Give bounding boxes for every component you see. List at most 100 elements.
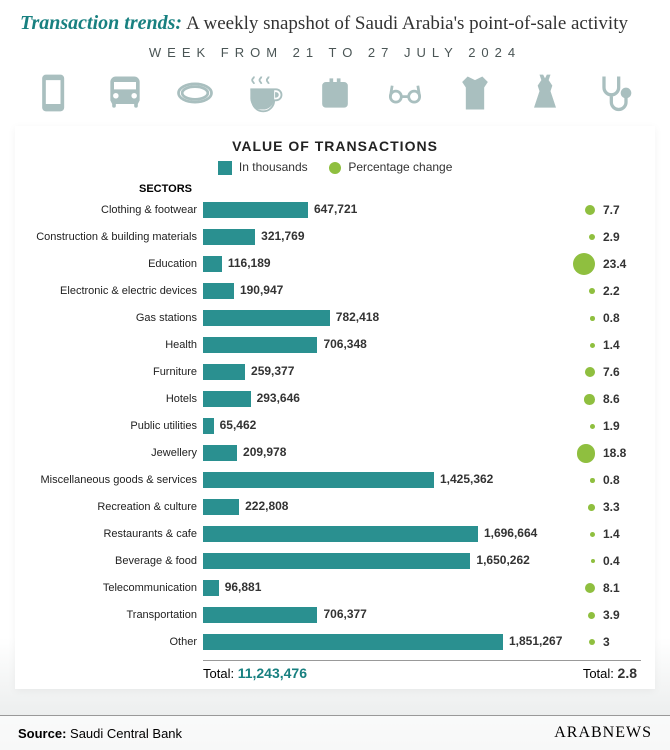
luggage-icon xyxy=(313,71,357,115)
row-pct-value: 2.9 xyxy=(603,230,633,244)
chart-row: Miscellaneous goods & services1,425,3620… xyxy=(29,467,641,494)
legend-bar-swatch xyxy=(218,161,232,175)
chart-row: Gas stations782,4180.8 xyxy=(29,305,641,332)
row-label: Other xyxy=(29,636,203,648)
chart-row: Health706,3481.4 xyxy=(29,332,641,359)
row-value: 293,646 xyxy=(257,391,300,405)
row-pct-dot xyxy=(590,532,595,537)
chart-title: VALUE OF TRANSACTIONS xyxy=(29,138,641,160)
row-pct-dot xyxy=(590,424,595,429)
row-pct-area: 2.2 xyxy=(533,284,633,298)
row-label: Public utilities xyxy=(29,420,203,432)
row-bar-area: 706,377 xyxy=(203,605,533,625)
row-pct-area: 1.4 xyxy=(533,338,633,352)
chart-legend: In thousands Percentage change xyxy=(29,160,641,183)
chart-row: Transportation706,3773.9 xyxy=(29,602,641,629)
row-value: 116,189 xyxy=(228,256,271,270)
row-pct-dot xyxy=(585,583,595,593)
row-bar xyxy=(203,418,214,434)
row-bar-area: 209,978 xyxy=(203,443,533,463)
title-bar: Transaction trends: A weekly snapshot of… xyxy=(0,0,670,39)
row-bar xyxy=(203,310,330,326)
row-pct-dot xyxy=(590,343,595,348)
row-value: 65,462 xyxy=(220,418,257,432)
row-pct-value: 1.4 xyxy=(603,338,633,352)
row-pct-area: 3.9 xyxy=(533,608,633,622)
row-pct-area: 1.9 xyxy=(533,419,633,433)
row-bar xyxy=(203,202,308,218)
chart-row: Recreation & culture222,8083.3 xyxy=(29,494,641,521)
category-icon-strip xyxy=(0,68,670,118)
row-pct-value: 18.8 xyxy=(603,446,633,460)
row-pct-dot xyxy=(585,367,595,377)
row-pct-dot xyxy=(589,639,595,645)
row-value: 1,650,262 xyxy=(476,553,529,567)
row-pct-value: 3.9 xyxy=(603,608,633,622)
row-bar-area: 1,425,362 xyxy=(203,470,533,490)
row-pct-value: 0.8 xyxy=(603,311,633,325)
row-bar-area: 116,189 xyxy=(203,254,533,274)
sectors-heading: SECTORS xyxy=(29,183,641,197)
row-pct-area: 7.7 xyxy=(533,203,633,217)
row-pct-value: 3.3 xyxy=(603,500,633,514)
total-pct: Total: 2.8 xyxy=(533,665,641,681)
infographic-container: Transaction trends: A weekly snapshot of… xyxy=(0,0,670,750)
chart-rows: Clothing & footwear647,7217.7Constructio… xyxy=(29,197,641,656)
row-value: 321,769 xyxy=(261,229,304,243)
coffee-cup-icon xyxy=(243,71,287,115)
row-pct-dot xyxy=(585,205,595,215)
chart-row: Jewellery209,978 18.8 xyxy=(29,440,641,467)
row-pct-dot xyxy=(588,504,595,511)
row-value: 259,377 xyxy=(251,364,294,378)
chart-card: VALUE OF TRANSACTIONS In thousands Perce… xyxy=(15,126,655,689)
row-pct-dot xyxy=(590,478,595,483)
row-value: 190,947 xyxy=(240,283,283,297)
row-bar-area: 259,377 xyxy=(203,362,533,382)
row-pct-area: 1.4 xyxy=(533,527,633,541)
row-bar xyxy=(203,580,219,596)
chart-row: Beverage & food 1,650,262 0.4 xyxy=(29,548,641,575)
row-label: Jewellery xyxy=(29,447,203,459)
chart-row: Restaurants & cafe1,696,6641.4 xyxy=(29,521,641,548)
total-value: Total: 11,243,476 xyxy=(203,665,533,681)
row-bar xyxy=(203,553,470,569)
row-value: 1,851,267 xyxy=(509,634,562,648)
row-pct-value: 2.2 xyxy=(603,284,633,298)
row-bar-area: 1,650,262 xyxy=(203,551,533,571)
row-pct-area: 0.8 xyxy=(533,311,633,325)
chart-row: Education116,18923.4 xyxy=(29,251,641,278)
row-value: 647,721 xyxy=(314,202,357,216)
row-pct-dot xyxy=(573,253,595,275)
row-pct-dot xyxy=(584,394,595,405)
row-pct-area: 2.9 xyxy=(533,230,633,244)
row-bar-area: 647,721 xyxy=(203,200,533,220)
row-bar-area: 293,646 xyxy=(203,389,533,409)
row-pct-dot xyxy=(590,316,595,321)
row-label: Beverage & food xyxy=(29,555,203,567)
chart-row: Telecommunication96,8818.1 xyxy=(29,575,641,602)
row-pct-dot xyxy=(589,234,595,240)
chart-row: Furniture259,3777.6 xyxy=(29,359,641,386)
row-pct-value: 0.8 xyxy=(603,473,633,487)
row-label: Telecommunication xyxy=(29,582,203,594)
row-bar xyxy=(203,256,222,272)
week-range: WEEK FROM 21 TO 27 JULY 2024 xyxy=(0,39,670,68)
row-bar-area: 1,696,664 xyxy=(203,524,533,544)
row-pct-dot xyxy=(588,612,595,619)
row-label: Hotels xyxy=(29,393,203,405)
chart-row: Public utilities 65,462 1.9 xyxy=(29,413,641,440)
chart-row: Electronic & electric devices190,9472.2 xyxy=(29,278,641,305)
row-bar-area: 222,808 xyxy=(203,497,533,517)
row-pct-area: 0.4 xyxy=(533,554,633,568)
row-label: Health xyxy=(29,339,203,351)
title-rest: A weekly snapshot of Saudi Arabia's poin… xyxy=(186,13,628,34)
totals-row: Total: 11,243,476 Total: 2.8 xyxy=(203,660,641,681)
legend-dot-label: Percentage change xyxy=(348,160,452,174)
row-pct-area: 3.3 xyxy=(533,500,633,514)
stethoscope-icon xyxy=(593,71,637,115)
row-label: Construction & building materials xyxy=(29,231,203,243)
row-bar xyxy=(203,472,434,488)
row-pct-area: 8.6 xyxy=(533,392,633,406)
row-bar-area: 1,851,267 xyxy=(203,632,533,652)
row-pct-area: 8.1 xyxy=(533,581,633,595)
